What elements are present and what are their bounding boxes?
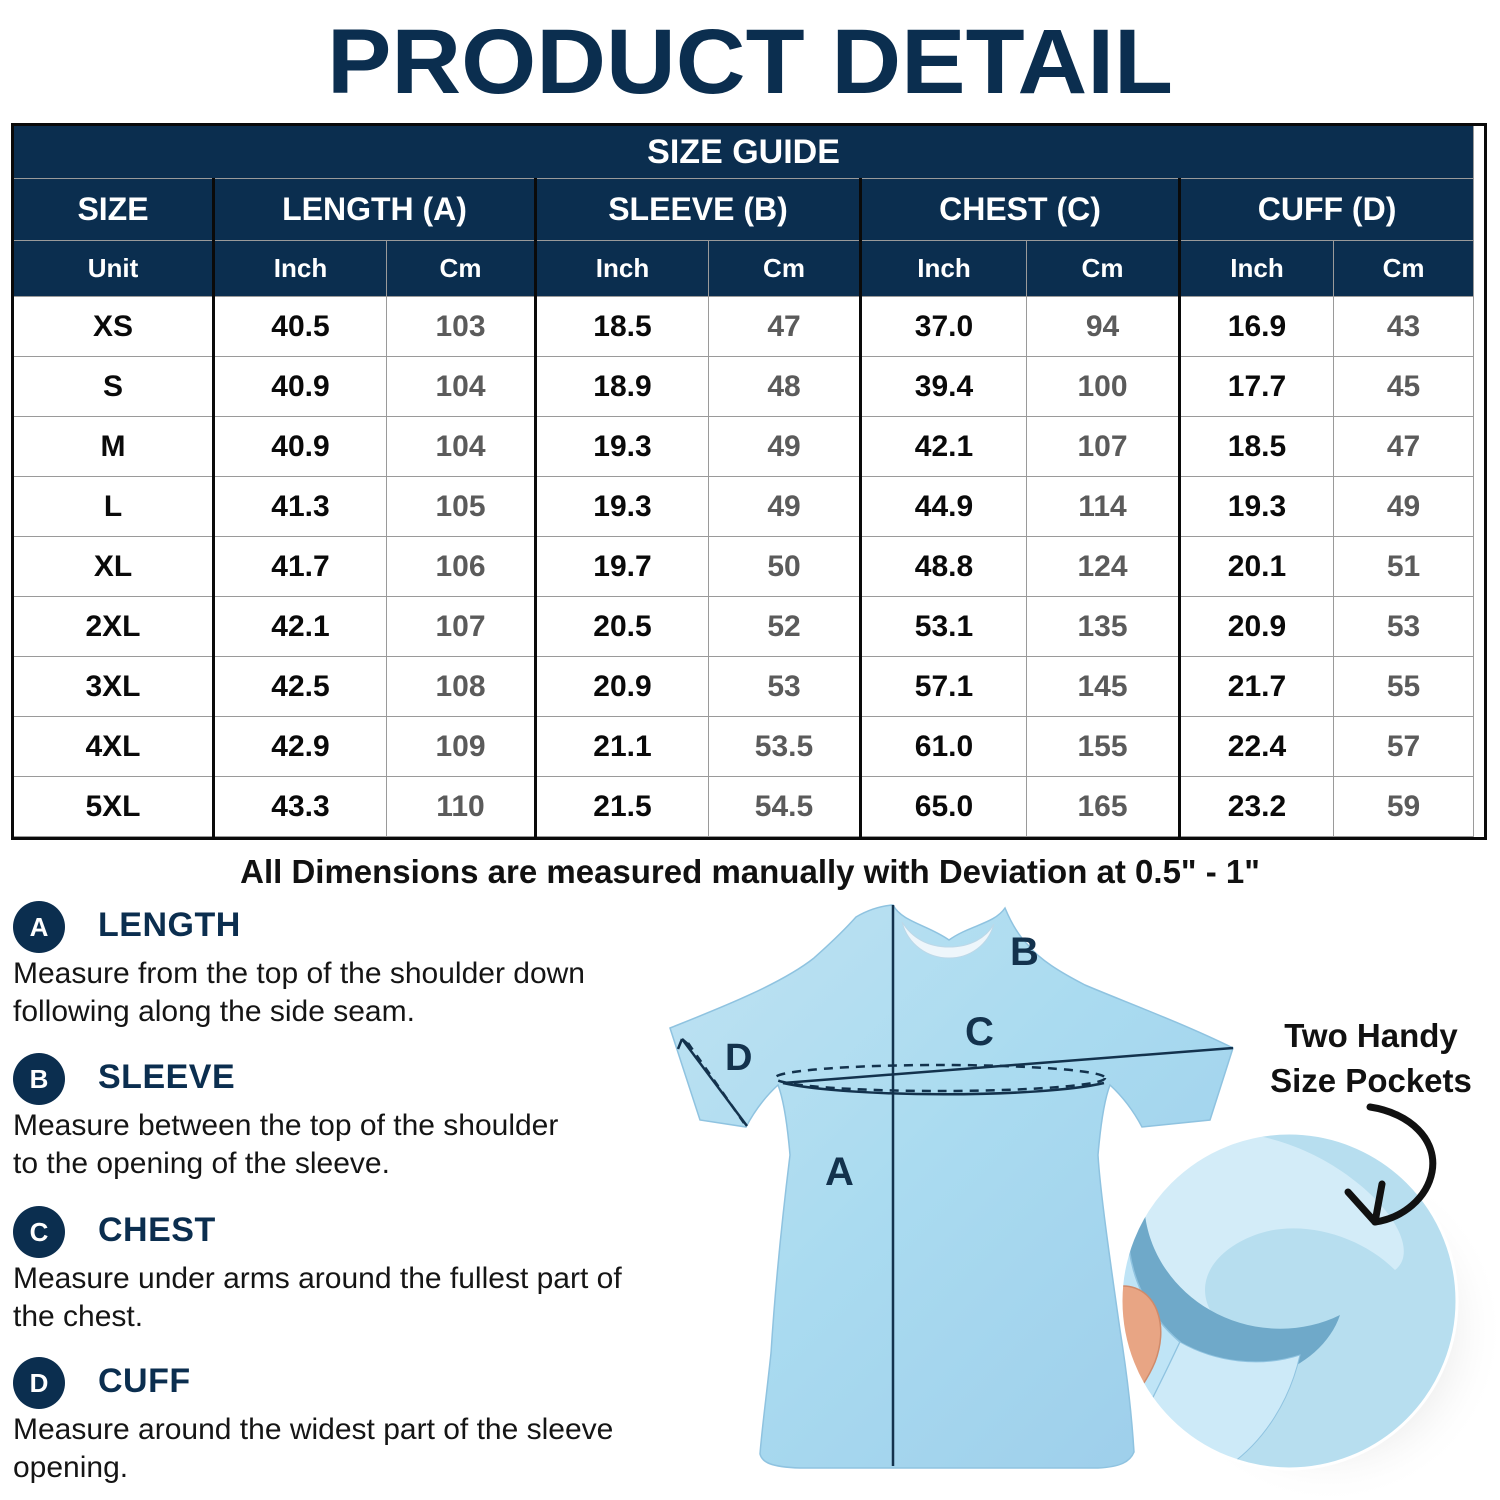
svg-text:B: B [1010, 930, 1039, 974]
svg-text:A: A [825, 1150, 854, 1194]
svg-text:D: D [725, 1037, 752, 1079]
svg-text:C: C [965, 1010, 994, 1054]
